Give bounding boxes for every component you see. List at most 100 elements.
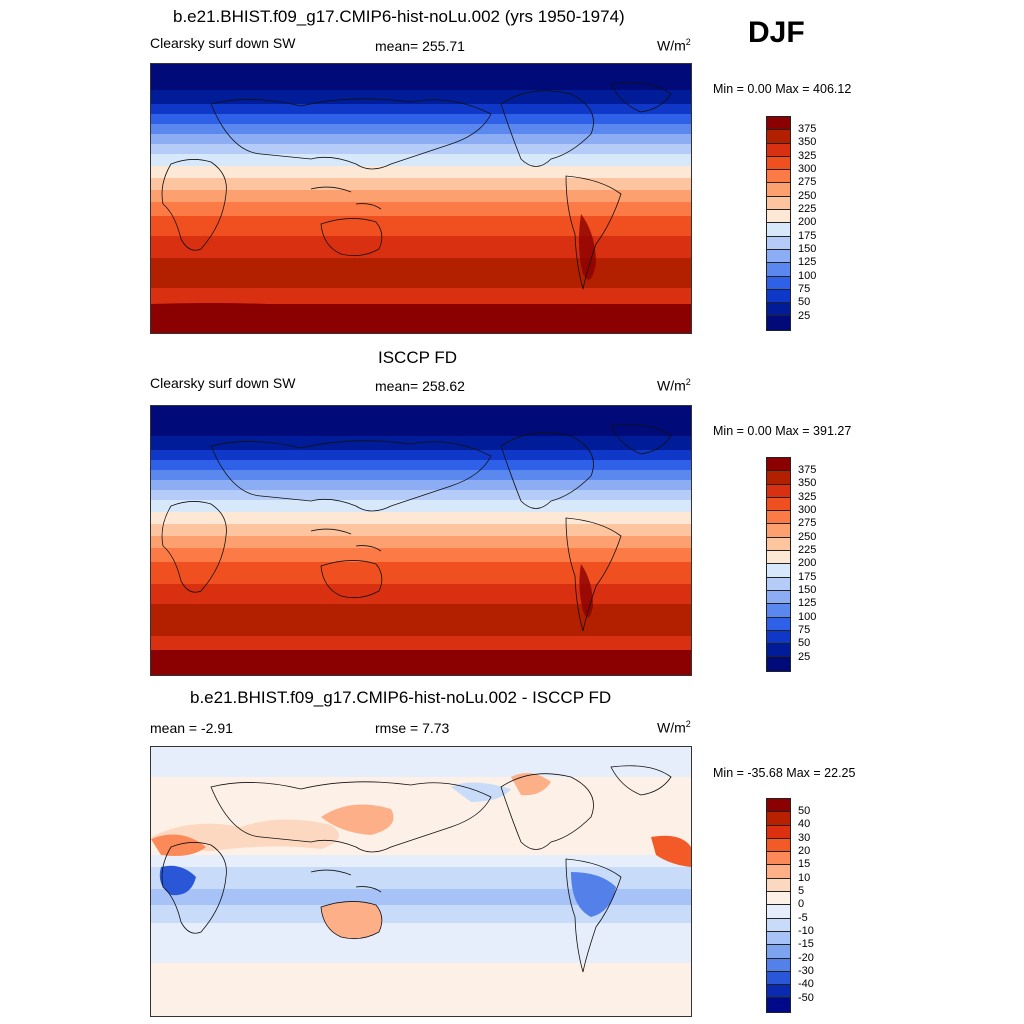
colorbar-swatch [767, 852, 790, 866]
panel3-rmse-label: rmse = 7.73 [375, 720, 450, 736]
colorbar-tick-label: 50 [798, 805, 811, 817]
colorbar-tick-label: 275 [798, 176, 817, 188]
colorbar-tick-label: 300 [798, 163, 817, 175]
colorbar-tick-label: 250 [798, 190, 817, 202]
colorbar-swatch [767, 156, 790, 171]
colorbar-swatch [767, 905, 790, 919]
colorbar-swatch [767, 577, 790, 591]
panel1-mean-label: mean= 255.71 [375, 38, 465, 54]
colorbar-swatch [767, 998, 790, 1012]
colorbar-tick-label: 25 [798, 651, 811, 663]
season-label: DJF [748, 16, 805, 49]
colorbar-swatch [767, 825, 790, 839]
colorbar-swatch [767, 524, 790, 538]
colorbar-swatch [767, 617, 790, 631]
colorbar-swatch [767, 471, 790, 485]
colorbar-tick-label: -15 [798, 938, 814, 950]
panel1-minmax-label: Min = 0.00 Max = 406.12 [713, 82, 852, 96]
colorbar-swatch [767, 117, 790, 131]
colorbar-swatch [767, 130, 790, 144]
panel3-units-label: W/m2 [657, 719, 691, 736]
colorbar-tick-label: -20 [798, 952, 814, 964]
colorbar-swatch [767, 249, 790, 264]
colorbar-tick-label: 175 [798, 230, 817, 242]
colorbar-tick-label: 250 [798, 531, 817, 543]
colorbar-tick-label: 125 [798, 597, 817, 609]
colorbar-tick-label: 10 [798, 872, 811, 884]
colorbar-swatch [767, 316, 790, 330]
colorbar-tick-label: 75 [798, 283, 811, 295]
colorbar-tick-label: 50 [798, 296, 811, 308]
colorbar-swatch [767, 263, 790, 277]
colorbar-swatch [767, 484, 790, 498]
colorbar-swatch [767, 537, 790, 552]
colorbar-tick-label: 350 [798, 136, 817, 148]
colorbar-tick-label: 150 [798, 243, 817, 255]
colorbar-swatch [767, 878, 790, 893]
panel3-map [150, 746, 692, 1017]
colorbar-tick-label: 100 [798, 611, 817, 623]
colorbar-tick-label: 0 [798, 898, 805, 910]
panel2-colorbar [766, 457, 791, 672]
panel2-mean-label: mean= 258.62 [375, 378, 465, 394]
colorbar-swatch [767, 958, 790, 972]
colorbar-swatch [767, 196, 790, 211]
colorbar-tick-label: 175 [798, 571, 817, 583]
colorbar-swatch [767, 210, 790, 224]
colorbar-swatch [767, 630, 790, 645]
panel2-title: ISCCP FD [378, 348, 458, 367]
panel1-colorbar [766, 116, 791, 331]
colorbar-tick-label: 30 [798, 832, 811, 844]
colorbar-swatch [767, 170, 790, 184]
colorbar-swatch [767, 799, 790, 813]
colorbar-swatch [767, 838, 790, 853]
colorbar-swatch [767, 458, 790, 472]
colorbar-swatch [767, 892, 790, 906]
colorbar-swatch [767, 971, 790, 986]
colorbar-swatch [767, 551, 790, 565]
colorbar-tick-label: 200 [798, 216, 817, 228]
panel3-colorbar [766, 798, 791, 1013]
colorbar-swatch [767, 865, 790, 879]
colorbar-tick-label: -50 [798, 992, 814, 1004]
panel2-variable-label: Clearsky surf down SW [150, 375, 296, 391]
colorbar-tick-label: 25 [798, 310, 811, 322]
colorbar-tick-label: 375 [798, 464, 817, 476]
panel1-units-label: W/m2 [657, 37, 691, 54]
colorbar-tick-label: 275 [798, 517, 817, 529]
colorbar-tick-label: 200 [798, 557, 817, 569]
colorbar-swatch [767, 223, 790, 237]
colorbar-swatch [767, 657, 790, 671]
panel3-mean-label: mean = -2.91 [150, 720, 233, 736]
colorbar-swatch [767, 918, 790, 932]
colorbar-tick-label: 20 [798, 845, 811, 857]
colorbar-tick-label: 350 [798, 477, 817, 489]
colorbar-swatch [767, 497, 790, 512]
panel2-minmax-label: Min = 0.00 Max = 391.27 [713, 424, 852, 438]
panel2-map [150, 405, 692, 676]
colorbar-tick-label: 40 [798, 818, 811, 830]
colorbar-tick-label: -10 [798, 925, 814, 937]
colorbar-tick-label: 325 [798, 491, 817, 503]
colorbar-swatch [767, 644, 790, 658]
colorbar-swatch [767, 183, 790, 197]
colorbar-swatch [767, 945, 790, 959]
colorbar-tick-label: 225 [798, 544, 817, 556]
colorbar-tick-label: 325 [798, 150, 817, 162]
colorbar-tick-label: 300 [798, 504, 817, 516]
colorbar-swatch [767, 511, 790, 525]
colorbar-tick-label: 75 [798, 624, 811, 636]
colorbar-swatch [767, 303, 790, 317]
colorbar-swatch [767, 289, 790, 304]
colorbar-tick-label: 50 [798, 637, 811, 649]
colorbar-swatch [767, 564, 790, 578]
panel3-minmax-label: Min = -35.68 Max = 22.25 [713, 766, 856, 780]
colorbar-swatch [767, 604, 790, 618]
colorbar-tick-label: 100 [798, 270, 817, 282]
colorbar-tick-label: 225 [798, 203, 817, 215]
colorbar-swatch [767, 276, 790, 290]
colorbar-swatch [767, 236, 790, 250]
colorbar-tick-label: 5 [798, 885, 805, 897]
colorbar-tick-label: 375 [798, 123, 817, 135]
colorbar-swatch [767, 143, 790, 157]
